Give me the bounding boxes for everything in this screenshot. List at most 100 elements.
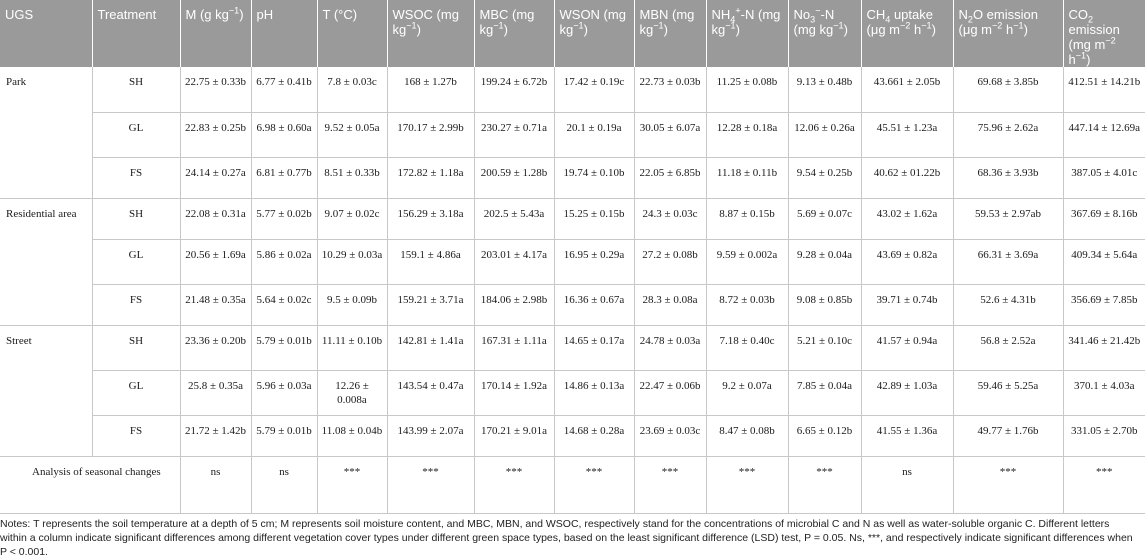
value-cell: 59.53 ± 2.97ab	[953, 198, 1064, 240]
value-cell: 9.52 ± 0.05a	[317, 112, 388, 158]
value-cell: 16.36 ± 0.67a	[554, 284, 635, 326]
treatment-cell: GL	[92, 112, 181, 158]
value-cell: 202.5 ± 5.43a	[474, 198, 555, 240]
treatment-cell: SH	[92, 198, 181, 240]
value-cell: 447.14 ± 12.69a	[1063, 112, 1145, 158]
value-cell: 23.69 ± 0.03c	[634, 415, 707, 457]
value-cell: 24.14 ± 0.27a	[180, 157, 252, 199]
significance-cell: ns	[251, 456, 318, 514]
value-cell: 16.95 ± 0.29a	[554, 239, 635, 285]
value-cell: 7.18 ± 0.40c	[706, 325, 789, 371]
value-cell: 66.31 ± 3.69a	[953, 239, 1064, 285]
table-row: GL 20.56 ± 1.69a 5.86 ± 0.02a 10.29 ± 0.03a…	[0, 239, 1145, 285]
value-cell: 14.86 ± 0.13a	[554, 370, 635, 416]
value-cell: 43.02 ± 1.62a	[861, 198, 954, 240]
value-cell: 40.62 ± 01.22b	[861, 157, 954, 199]
value-cell: 9.54 ± 0.25b	[788, 157, 862, 199]
value-cell: 11.25 ± 0.08b	[706, 67, 789, 113]
value-cell: 9.2 ± 0.07a	[706, 370, 789, 416]
value-cell: 21.72 ± 1.42b	[180, 415, 252, 457]
value-cell: 12.26 ± 0.008a	[317, 370, 388, 416]
value-cell: 159.21 ± 3.71a	[387, 284, 475, 326]
value-cell: 22.05 ± 6.85b	[634, 157, 707, 199]
value-cell: 56.8 ± 2.52a	[953, 325, 1064, 371]
significance-cell: ns	[861, 456, 954, 514]
column-header: MBC (mg kg−1)	[474, 0, 555, 67]
treatment-cell: SH	[92, 67, 181, 113]
column-header: CH4 uptake (μg m−2 h−1)	[861, 0, 954, 67]
value-cell: 143.54 ± 0.47a	[387, 370, 475, 416]
significance-cell: ***	[706, 456, 789, 514]
value-cell: 6.65 ± 0.12b	[788, 415, 862, 457]
value-cell: 6.81 ± 0.77b	[251, 157, 318, 199]
value-cell: 412.51 ± 14.21b	[1063, 67, 1145, 113]
value-cell: 49.77 ± 1.76b	[953, 415, 1064, 457]
column-header: WSON (mg kg−1)	[554, 0, 635, 67]
value-cell: 15.25 ± 0.15b	[554, 198, 635, 240]
treatment-cell: GL	[92, 370, 181, 416]
value-cell: 9.59 ± 0.002a	[706, 239, 789, 285]
value-cell: 59.46 ± 5.25a	[953, 370, 1064, 416]
value-cell: 7.8 ± 0.03c	[317, 67, 388, 113]
value-cell: 159.1 ± 4.86a	[387, 239, 475, 285]
value-cell: 11.18 ± 0.11b	[706, 157, 789, 199]
significance-cell: ***	[634, 456, 707, 514]
column-header: T (°C)	[317, 0, 388, 67]
value-cell: 43.661 ± 2.05b	[861, 67, 954, 113]
value-cell: 14.65 ± 0.17a	[554, 325, 635, 371]
value-cell: 387.05 ± 4.01c	[1063, 157, 1145, 199]
analysis-label: Analysis of seasonal changes	[0, 456, 181, 514]
value-cell: 41.55 ± 1.36a	[861, 415, 954, 457]
value-cell: 8.51 ± 0.33b	[317, 157, 388, 199]
value-cell: 331.05 ± 2.70b	[1063, 415, 1145, 457]
value-cell: 22.08 ± 0.31a	[180, 198, 252, 240]
value-cell: 11.11 ± 0.10b	[317, 325, 388, 371]
significance-cell: ns	[180, 456, 252, 514]
value-cell: 341.46 ± 21.42b	[1063, 325, 1145, 371]
value-cell: 170.21 ± 9.01a	[474, 415, 555, 457]
value-cell: 230.27 ± 0.71a	[474, 112, 555, 158]
value-cell: 9.13 ± 0.48b	[788, 67, 862, 113]
value-cell: 170.17 ± 2.99b	[387, 112, 475, 158]
value-cell: 5.64 ± 0.02c	[251, 284, 318, 326]
value-cell: 22.75 ± 0.33b	[180, 67, 252, 113]
ugs-cell: Residential area	[0, 198, 93, 326]
value-cell: 9.08 ± 0.85b	[788, 284, 862, 326]
value-cell: 7.85 ± 0.04a	[788, 370, 862, 416]
value-cell: 42.89 ± 1.03a	[861, 370, 954, 416]
value-cell: 12.28 ± 0.18a	[706, 112, 789, 158]
value-cell: 69.68 ± 3.85b	[953, 67, 1064, 113]
value-cell: 75.96 ± 2.62a	[953, 112, 1064, 158]
value-cell: 14.68 ± 0.28a	[554, 415, 635, 457]
value-cell: 22.47 ± 0.06b	[634, 370, 707, 416]
value-cell: 167.31 ± 1.11a	[474, 325, 555, 371]
table-row: Street SH 23.36 ± 0.20b 5.79 ± 0.01b 11.11 ±…	[0, 325, 1145, 457]
column-header: Treatment	[92, 0, 181, 67]
value-cell: 8.87 ± 0.15b	[706, 198, 789, 240]
value-cell: 6.77 ± 0.41b	[251, 67, 318, 113]
value-cell: 68.36 ± 3.93b	[953, 157, 1064, 199]
table-row: GL 22.83 ± 0.25b 6.98 ± 0.60a 9.52 ± 0.05a 1…	[0, 112, 1145, 158]
value-cell: 5.86 ± 0.02a	[251, 239, 318, 285]
value-cell: 17.42 ± 0.19c	[554, 67, 635, 113]
value-cell: 43.69 ± 0.82a	[861, 239, 954, 285]
treatment-cell: GL	[92, 239, 181, 285]
value-cell: 22.83 ± 0.25b	[180, 112, 252, 158]
significance-cell: ***	[317, 456, 388, 514]
value-cell: 170.14 ± 1.92a	[474, 370, 555, 416]
column-header: WSOC (mg kg−1)	[387, 0, 475, 67]
treatment-cell: FS	[92, 415, 181, 457]
table-row: FS 21.72 ± 1.42b 5.79 ± 0.01b 11.08 ± 0.04b…	[0, 415, 1145, 457]
value-cell: 52.6 ± 4.31b	[953, 284, 1064, 326]
value-cell: 11.08 ± 0.04b	[317, 415, 388, 457]
value-cell: 142.81 ± 1.41a	[387, 325, 475, 371]
significance-cell: ***	[953, 456, 1064, 514]
value-cell: 5.69 ± 0.07c	[788, 198, 862, 240]
table-row: FS 21.48 ± 0.35a 5.64 ± 0.02c 9.5 ± 0.09b 15…	[0, 284, 1145, 326]
data-table: UGS Treatment M (g kg−1) pH T (°C) WSOC (mg k…	[0, 0, 1145, 514]
value-cell: 9.5 ± 0.09b	[317, 284, 388, 326]
value-cell: 367.69 ± 8.16b	[1063, 198, 1145, 240]
table-row: FS 24.14 ± 0.27a 6.81 ± 0.77b 8.51 ± 0.33b 1…	[0, 157, 1145, 199]
table-notes: Notes: T represents the soil temperature…	[0, 517, 1133, 558]
